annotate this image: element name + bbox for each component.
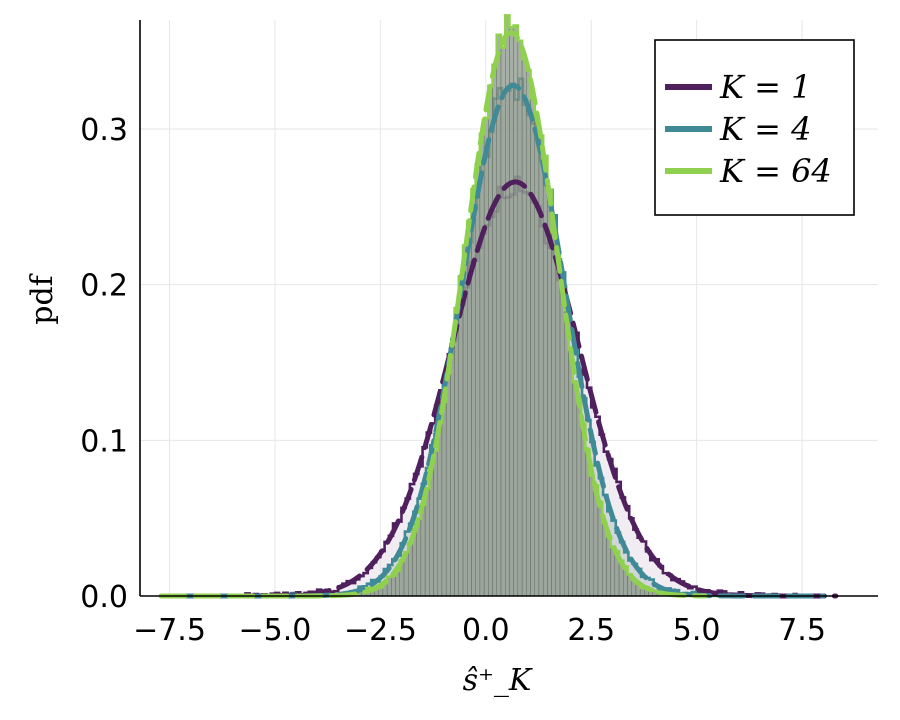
x-tick-label: 5.0 (673, 613, 721, 648)
histogram-k64 (305, 14, 717, 598)
histogram-bar (688, 588, 693, 596)
x-axis-title: ŝ⁺_K (463, 663, 533, 698)
legend: K = 1 K = 4 K = 64 (654, 39, 855, 216)
histogram-bar (363, 573, 368, 596)
x-tick-label: 7.5 (778, 613, 826, 648)
y-tick-label: 0.0 (80, 580, 128, 615)
histogram-bar (513, 25, 519, 597)
axes (139, 20, 878, 597)
tick-labels: −7.5 −5.0 −2.5 0.0 2.5 5.0 7.5 0.0 0.1 0.2 0.3 (80, 113, 826, 648)
histogram-bar (492, 64, 497, 597)
histogram-bar (658, 566, 663, 596)
histogram-bar (441, 401, 447, 597)
histogram-bar (517, 40, 523, 597)
svg-text:ŝ⁺_K: ŝ⁺_K (463, 663, 533, 698)
histogram-bar (551, 232, 557, 597)
histogram-bar (684, 584, 689, 596)
legend-label: K = 4 (719, 110, 811, 148)
histogram-bar (530, 98, 535, 597)
histogram-bar (355, 579, 360, 596)
histogram-bar (576, 398, 582, 597)
histogram-bar (509, 27, 514, 597)
histogram-bar (662, 573, 668, 596)
y-axis-title: pdf (25, 273, 60, 324)
histogram-bar (650, 560, 655, 596)
y-tick-label: 0.3 (80, 113, 128, 148)
legend-label: K = 1 (719, 68, 811, 106)
histogram-bar (488, 85, 493, 597)
histogram-bar (646, 551, 651, 596)
histogram-bar (637, 537, 642, 596)
histogram-bar (338, 586, 343, 596)
histogram-bar (505, 15, 510, 597)
histogram-bar (454, 307, 460, 597)
histogram-bar (450, 343, 455, 597)
histogram-bar (367, 567, 372, 596)
histogram-bar (641, 541, 647, 596)
histogram-bar (479, 133, 485, 597)
x-tick-label: 0.0 (462, 613, 510, 648)
legend-label: K = 64 (719, 152, 832, 190)
histogram-bar (559, 279, 565, 597)
histogram-bar (500, 47, 506, 597)
histogram-bar (547, 189, 552, 597)
y-tick-label: 0.1 (80, 424, 128, 459)
histogram-bar (589, 475, 594, 597)
x-axis-title-base: ŝ⁺_K (463, 663, 533, 698)
histogram-bar (555, 251, 561, 597)
histogram-bar (346, 581, 351, 596)
histogram-bar (475, 164, 481, 597)
histogram-bar (521, 58, 527, 597)
histogram-bar (445, 372, 451, 597)
x-tick-label: −5.0 (239, 613, 312, 648)
x-tick-label: −2.5 (344, 613, 417, 648)
histogram-bar (483, 117, 489, 597)
histogram-bar (534, 118, 540, 597)
histogram-bar (496, 34, 502, 597)
x-tick-label: 2.5 (567, 613, 615, 648)
histogram-bar (671, 580, 676, 596)
histogram-bar (572, 381, 578, 597)
histogram-bar (542, 155, 548, 597)
histogram-bar (667, 574, 672, 596)
histogram-bar (564, 309, 569, 597)
x-tick-label: −7.5 (133, 613, 206, 648)
histogram-bar (679, 581, 685, 596)
histogram-bar (675, 579, 680, 596)
histogram-bar (433, 450, 438, 597)
histogram-bar (391, 575, 396, 597)
histogram-bar (538, 135, 544, 597)
histogram-bar (342, 583, 347, 596)
histogram-bar (458, 276, 464, 597)
histogram-bar (568, 349, 573, 597)
y-tick-label: 0.2 (80, 269, 128, 304)
histogram-bar (654, 559, 659, 596)
histogram-bar (526, 70, 531, 597)
